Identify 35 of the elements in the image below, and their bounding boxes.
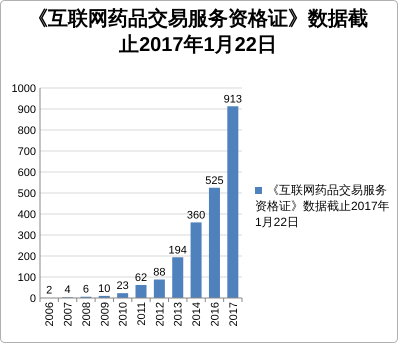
x-tick-label: 2012 bbox=[154, 302, 166, 326]
x-tick-label: 2010 bbox=[118, 302, 130, 326]
legend-label: 《互联网药品交易服务资格证》数据截止2017年1月22日 bbox=[255, 182, 390, 230]
y-tick-label: 100 bbox=[18, 272, 36, 284]
data-label: 4 bbox=[64, 284, 71, 296]
chart-title: 《互联网药品交易服务资格证》数据截止2017年1月22日 bbox=[28, 6, 368, 58]
y-tick-label: 0 bbox=[30, 293, 36, 305]
y-tick-label: 700 bbox=[18, 146, 36, 158]
x-tick-label: 2013 bbox=[172, 302, 185, 326]
data-label: 88 bbox=[153, 266, 166, 279]
data-label: 10 bbox=[98, 282, 110, 295]
data-label: 2 bbox=[46, 284, 52, 297]
y-tick-label: 1000 bbox=[12, 83, 36, 95]
data-label: 194 bbox=[168, 244, 187, 256]
x-tick-label: 2009 bbox=[99, 302, 112, 326]
x-tick-label: 2017 bbox=[228, 302, 240, 326]
x-tick-label: 2016 bbox=[209, 302, 222, 326]
data-label: 913 bbox=[224, 93, 242, 106]
data-label: 6 bbox=[82, 284, 89, 296]
y-tick-label: 900 bbox=[18, 104, 36, 116]
y-tick-label: 200 bbox=[18, 251, 36, 263]
x-tick-label: 2014 bbox=[191, 302, 204, 326]
data-label: 23 bbox=[116, 280, 129, 292]
x-tick-label: 2008 bbox=[80, 302, 93, 326]
y-tick-label: 800 bbox=[18, 125, 36, 137]
y-tick-label: 300 bbox=[18, 230, 36, 242]
x-tick-label: 2006 bbox=[44, 302, 56, 326]
y-tick-label: 500 bbox=[18, 188, 36, 200]
y-tick-label: 400 bbox=[18, 209, 36, 221]
data-label: 360 bbox=[186, 209, 206, 222]
x-tick-label: 2007 bbox=[62, 302, 75, 326]
x-tick-label: 2011 bbox=[136, 302, 148, 326]
data-label: 62 bbox=[134, 272, 148, 284]
y-tick-label: 600 bbox=[18, 167, 36, 179]
data-label: 525 bbox=[205, 174, 224, 187]
